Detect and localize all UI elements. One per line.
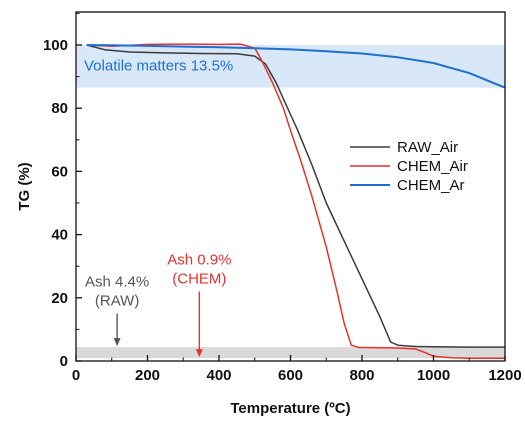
y-tick-label: 20 <box>51 290 68 307</box>
x-tick-label: 1200 <box>488 367 521 384</box>
x-tick-label: 200 <box>135 367 160 384</box>
band-1 <box>76 347 505 359</box>
legend: RAW_Air CHEM_Air CHEM_Ar <box>350 139 468 194</box>
x-tick-label: 1000 <box>417 367 450 384</box>
ash-sublabel-0: (RAW) <box>95 293 139 310</box>
y-tick-label: 0 <box>60 353 68 370</box>
y-tick-label: 80 <box>51 100 68 117</box>
annotation-layer: Ash 4.4% (RAW) Ash 0.9% (CHEM) <box>85 251 231 358</box>
legend-label-raw-air: RAW_Air <box>397 139 458 156</box>
x-tick-label: 400 <box>206 367 231 384</box>
volatile-matters-label: Volatile matters 13.5% <box>84 58 233 75</box>
x-tick-label: 600 <box>278 367 303 384</box>
x-tick-label: 0 <box>72 367 80 384</box>
x-tick-label: 800 <box>349 367 374 384</box>
y-axis-title: TG (%) <box>16 162 33 210</box>
axes-layer: 0 200 400 600 800 1000 1200 0 20 40 60 80 100 <box>43 12 522 384</box>
series-layer <box>86 43 506 359</box>
band-layer <box>76 45 505 359</box>
ash-label-1: Ash 0.9% <box>167 251 231 268</box>
ash-arrow-head-0 <box>113 338 121 347</box>
y-tick-label: 60 <box>51 163 68 180</box>
series-line-chem-air <box>86 43 505 359</box>
y-tick-label: 100 <box>43 37 68 54</box>
series-line-raw-air <box>86 44 505 348</box>
ash-sublabel-1: (CHEM) <box>172 270 226 287</box>
ash-label-0: Ash 4.4% <box>85 274 149 291</box>
x-axis-title: Temperature (ºC) <box>230 400 350 417</box>
y-tick-label: 40 <box>51 227 68 244</box>
legend-label-chem-air: CHEM_Air <box>397 158 468 175</box>
ash-arrow-head-1 <box>195 349 203 358</box>
series-line-chem-ar <box>86 44 506 89</box>
legend-label-chem-ar: CHEM_Ar <box>397 177 465 194</box>
